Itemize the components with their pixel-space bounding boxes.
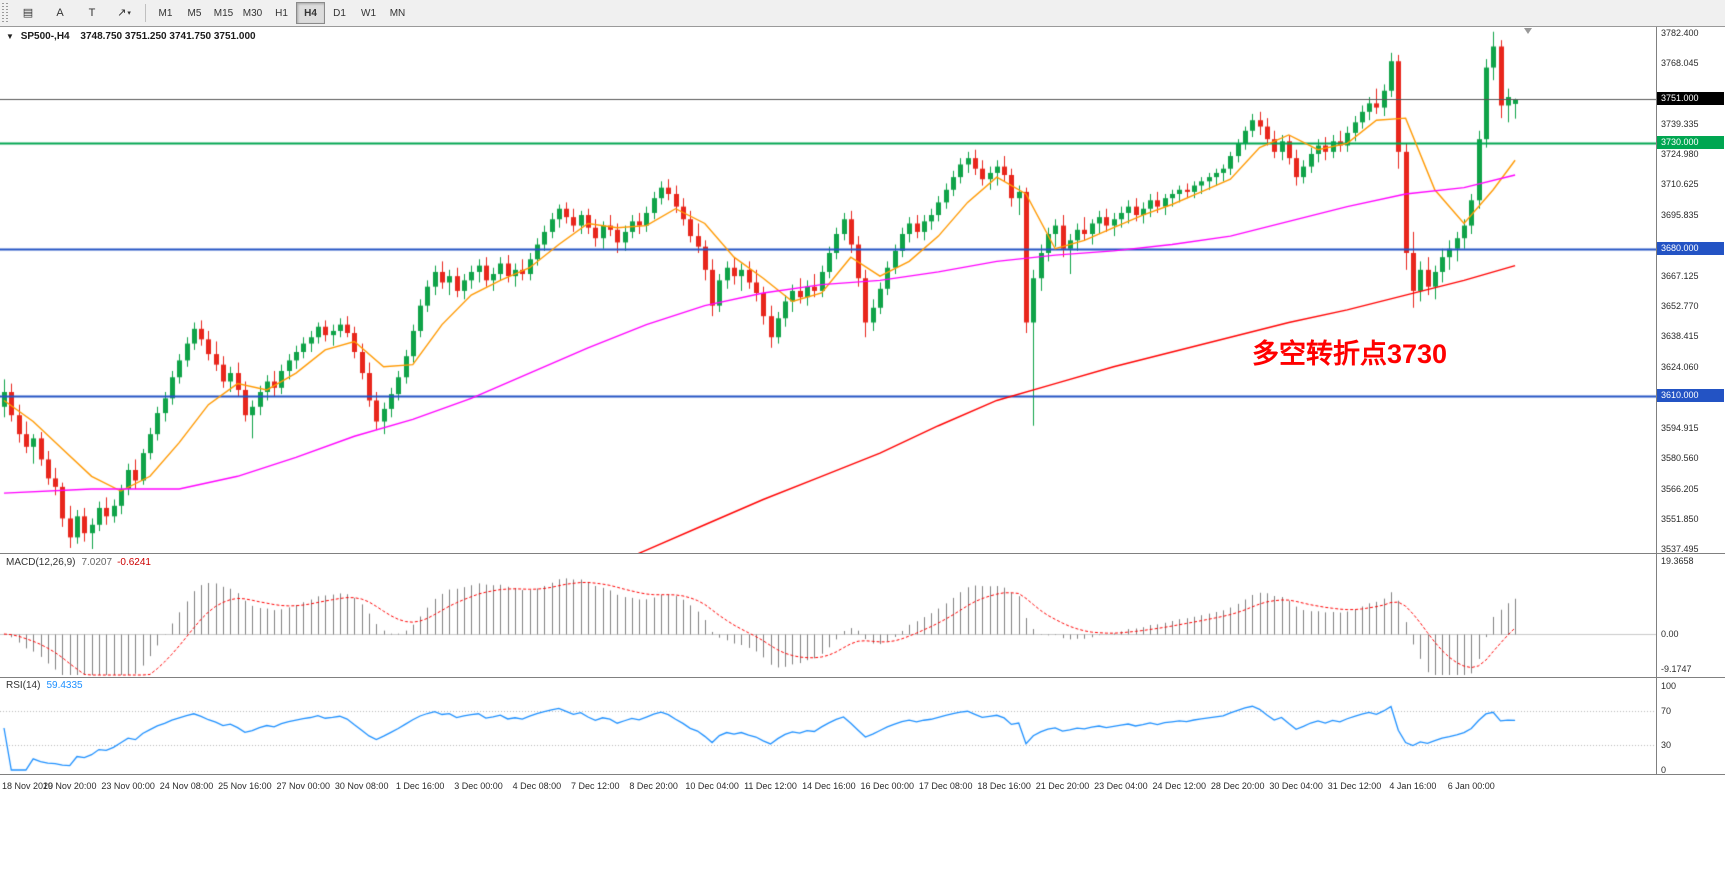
- price-tick-label: 3724.980: [1661, 148, 1699, 159]
- macd-tick-label: 0.00: [1661, 628, 1679, 639]
- timeframe-button-h1[interactable]: H1: [275, 7, 288, 19]
- time-tick-label: 23 Dec 04:00: [1094, 781, 1148, 791]
- rsi-canvas[interactable]: [0, 678, 1656, 774]
- price-tick-label: 3624.060: [1661, 361, 1699, 372]
- price-tick-label: 3695.835: [1661, 210, 1699, 221]
- time-axis-separator: [0, 774, 1725, 775]
- price-marker-3680-000: 3680.000: [1657, 241, 1724, 255]
- chart-window: ▼ SP500-,H4 3748.750 3751.250 3741.750 3…: [0, 27, 1725, 888]
- price-scale-border: [1656, 27, 1657, 774]
- rsi-tick-label: 100: [1661, 680, 1677, 691]
- rsi-tick-label: 30: [1661, 739, 1672, 750]
- macd-tick-label: -9.1747: [1661, 663, 1692, 674]
- macd-name: MACD(12,26,9): [6, 557, 76, 568]
- price-tick-label: 3667.125: [1661, 270, 1699, 281]
- timeframe-button-d1[interactable]: D1: [333, 7, 346, 19]
- time-tick-label: 8 Dec 20:00: [629, 781, 678, 791]
- price-tick-label: 3768.045: [1661, 58, 1699, 69]
- price-tick-label: 3537.495: [1661, 544, 1699, 554]
- macd-canvas[interactable]: [0, 555, 1656, 677]
- price-tick-label: 3580.560: [1661, 453, 1699, 464]
- time-tick-label: 11 Dec 12:00: [744, 781, 797, 791]
- price-tick-label: 3566.205: [1661, 483, 1699, 494]
- text-label-button[interactable]: A: [56, 7, 64, 20]
- price-tick-label: 3782.400: [1661, 28, 1699, 38]
- time-tick-label: 30 Dec 04:00: [1269, 781, 1323, 791]
- price-marker-3730-000: 3730.000: [1657, 136, 1724, 150]
- time-tick-label: 30 Nov 08:00: [334, 781, 389, 791]
- toolbar: ▤ A T ↗ ▾ M1 M5 M15 M30 H1 H4 D1 W1 MN: [0, 0, 1725, 27]
- rsi-value: 59.4335: [46, 680, 83, 691]
- text-tool-button[interactable]: T: [88, 7, 96, 20]
- time-tick-label: 18 Dec 16:00: [977, 781, 1031, 791]
- price-tick-label: 3594.915: [1661, 423, 1699, 434]
- time-tick-label: 4 Jan 16:00: [1389, 781, 1437, 791]
- time-tick-label: 14 Dec 16:00: [802, 781, 856, 791]
- macd-main-value: 7.0207: [81, 557, 113, 568]
- time-tick-label: 3 Dec 00:00: [454, 781, 503, 791]
- time-tick-label: 21 Dec 20:00: [1035, 781, 1090, 791]
- price-tick-label: 3739.335: [1661, 118, 1699, 129]
- price-tick-label: 3551.850: [1661, 513, 1699, 524]
- time-tick-label: 16 Dec 00:00: [860, 781, 915, 791]
- timeframe-button-m1[interactable]: M1: [158, 7, 173, 19]
- price-tick-label: 3638.415: [1661, 331, 1699, 342]
- time-tick-label: 24 Dec 12:00: [1152, 781, 1207, 791]
- macd-tick-label: 19.3658: [1661, 556, 1694, 566]
- toolbar-separator: [145, 4, 146, 22]
- time-tick-label: 19 Nov 20:00: [42, 781, 97, 791]
- time-tick-label: 31 Dec 12:00: [1327, 781, 1382, 791]
- price-marker-3751-000: 3751.000: [1657, 92, 1724, 106]
- time-tick-label: 1 Dec 16:00: [395, 781, 445, 791]
- ohlc-values: 3748.750 3751.250 3741.750 3751.000: [80, 31, 256, 42]
- time-tick-label: 23 Nov 00:00: [101, 781, 155, 791]
- dropdown-caret-icon: ▾: [127, 9, 131, 17]
- chart-title: ▼ SP500-,H4 3748.750 3751.250 3741.750 3…: [6, 31, 256, 42]
- rsi-tick-label: 0: [1661, 765, 1667, 775]
- time-tick-label: 7 Dec 12:00: [571, 781, 620, 791]
- chart-shift-marker: [1524, 28, 1532, 34]
- price-marker-3610-000: 3610.000: [1657, 389, 1724, 403]
- time-tick-label: 28 Dec 20:00: [1210, 781, 1265, 791]
- timeframe-button-m5[interactable]: M5: [187, 7, 202, 19]
- time-tick-label: 25 Nov 16:00: [218, 781, 272, 791]
- timeframe-button-m30[interactable]: M30: [242, 7, 263, 19]
- time-scale[interactable]: 18 Nov 2020 19 Nov 20:00 23 Nov 00:00 24 No…: [0, 775, 1725, 799]
- time-tick-label: 6 Jan 00:00: [1447, 781, 1495, 791]
- panel-separator[interactable]: [0, 677, 1725, 678]
- rsi-indicator-label: RSI(14) 59.4335: [6, 680, 83, 691]
- time-tick-label: 27 Nov 00:00: [276, 781, 331, 791]
- timeframe-button-m15[interactable]: M15: [213, 7, 234, 19]
- tool-buttons-group: ▤ A T ↗ ▾: [12, 2, 140, 25]
- time-tick-label: 4 Dec 08:00: [512, 781, 562, 791]
- macd-indicator-label: MACD(12,26,9) 7.0207 -0.6241: [6, 557, 151, 568]
- symbol-period-label: SP500-,H4: [20, 31, 70, 42]
- time-tick-label: 17 Dec 08:00: [918, 781, 973, 791]
- time-tick-label: 10 Dec 04:00: [685, 781, 739, 791]
- timeframe-button-mn[interactable]: MN: [389, 7, 406, 19]
- arrow-tool-button[interactable]: ↗ ▾: [117, 7, 131, 20]
- rsi-name: RSI(14): [6, 680, 41, 691]
- time-tick-label: 24 Nov 08:00: [159, 781, 214, 791]
- chart-text-annotation[interactable]: 多空转折点3730: [1252, 339, 1448, 369]
- chart-list-button[interactable]: ▤: [22, 7, 34, 20]
- timeframe-buttons-group: M1 M5 M15 M30 H1 H4 D1 W1 MN: [151, 2, 412, 24]
- toolbar-grip[interactable]: [2, 3, 9, 23]
- timeframe-button-h4[interactable]: H4: [296, 2, 325, 24]
- time-tick-label: 18 Nov 2020: [2, 781, 54, 791]
- timeframe-button-w1[interactable]: W1: [361, 7, 376, 19]
- chart-menu-icon[interactable]: ▼: [6, 32, 14, 41]
- price-chart-canvas[interactable]: [0, 27, 1656, 553]
- macd-signal-value: -0.6241: [117, 557, 151, 568]
- rsi-tick-label: 70: [1661, 706, 1672, 717]
- panel-separator[interactable]: [0, 553, 1725, 554]
- price-tick-label: 3710.625: [1661, 179, 1699, 190]
- price-tick-label: 3652.770: [1661, 301, 1699, 312]
